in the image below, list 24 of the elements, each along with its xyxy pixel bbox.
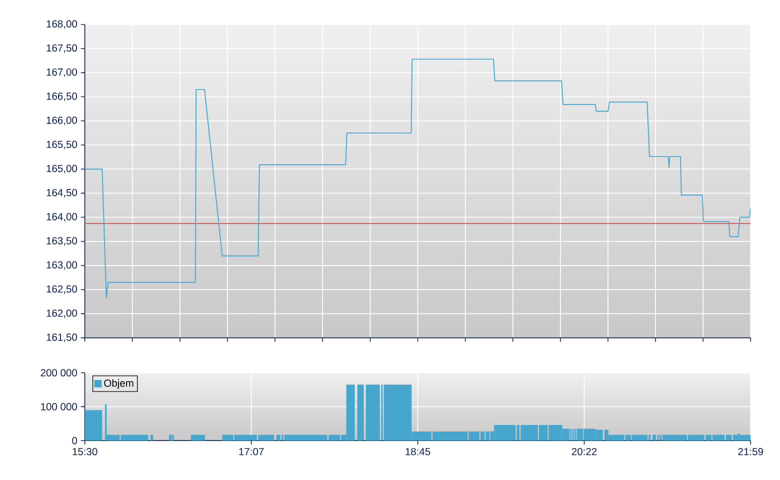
y-tick-label: 165,00 xyxy=(46,164,78,174)
y-tick-label: 167,50 xyxy=(46,44,78,53)
y-tick-label: 167,00 xyxy=(46,68,78,78)
y-tick-label: 164,00 xyxy=(46,213,78,222)
y-tick-label: 163,50 xyxy=(46,237,78,246)
x-tick-label: 21:59 xyxy=(738,448,764,456)
x-tick-label: 17:07 xyxy=(239,448,264,456)
y-tick-label: 161,50 xyxy=(46,334,78,342)
x-tick-label: 15:30 xyxy=(72,448,98,456)
y-tick-label: 162,00 xyxy=(46,310,78,318)
y-tick-label: 165,50 xyxy=(46,140,78,150)
line-series xyxy=(84,58,751,298)
y-tick-label: 164,50 xyxy=(46,189,78,198)
y-tick-label: 100 000 xyxy=(41,403,78,410)
x-tick-label: 20:22 xyxy=(572,448,597,456)
y-tick-label: 166,00 xyxy=(46,116,78,126)
y-tick-label: 166,50 xyxy=(46,92,78,102)
y-tick-label: 163,00 xyxy=(46,261,78,270)
y-tick-label: 168,00 xyxy=(46,20,78,29)
y-tick-label: 200 000 xyxy=(40,369,78,377)
x-tick-label: 18:45 xyxy=(406,448,430,456)
y-tick-label: 0 xyxy=(72,437,78,444)
y-tick-label: 162,50 xyxy=(46,285,78,294)
legend-label: Objem xyxy=(104,379,134,389)
